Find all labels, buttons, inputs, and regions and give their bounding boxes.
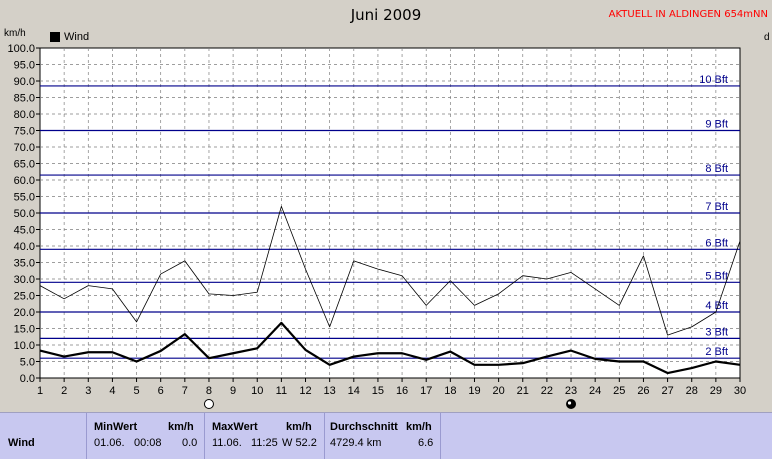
y-tick-label: 25.0 [14,291,35,303]
beaufort-label: 5 Bft [705,270,728,282]
beaufort-label: 9 Bft [705,119,728,131]
x-tick-label: 16 [396,385,408,397]
station-label: AKTUELL IN ALDINGEN 654mNN [609,9,768,20]
x-tick-label: 25 [613,385,625,397]
min-cell: MinWert km/h 01.06. 00:08 0.0 [86,413,205,459]
x-tick-label: 28 [686,385,698,397]
x-tick-label: 11 [276,385,287,397]
beaufort-label: 3 Bft [705,326,728,338]
avg-cell: Durchschnitt km/h 4729.4 km 6.6 [324,413,441,459]
x-tick-label: 17 [420,385,432,397]
x-tick-label: 20 [492,385,504,397]
legend-swatch-wind [50,32,60,42]
max-cell: MaxWert km/h 11.06. 11:25 W 52.2 [204,413,325,459]
new-moon-highlight [568,401,571,404]
y-tick-label: 35.0 [14,258,35,270]
y-tick-label: 10.0 [14,340,35,352]
max-date: 11.06. [212,437,242,449]
beaufort-label: 2 Bft [705,346,728,358]
x-tick-label: 24 [589,385,601,397]
min-date: 01.06. [94,437,125,449]
y-tick-label: 70.0 [14,142,35,154]
y-tick-label: 50.0 [14,208,35,220]
x-tick-label: 9 [230,385,236,397]
x-tick-label: 21 [517,385,529,397]
x-tick-label: 1 [37,385,43,397]
x-tick-label: 8 [206,385,212,397]
y-tick-label: 85.0 [14,93,35,105]
y-tick-label: 20.0 [14,307,35,319]
y-tick-label: 5.0 [20,357,35,369]
beaufort-label: 7 Bft [705,201,728,213]
row-label: Wind [8,437,35,449]
x-tick-label: 10 [251,385,263,397]
avg-unit: km/h [406,421,432,433]
x-tick-label: 6 [158,385,164,397]
y-tick-label: 45.0 [14,225,35,237]
x-tick-label: 2 [61,385,67,397]
x-tick-label: 19 [468,385,480,397]
max-unit: km/h [286,421,312,433]
y-axis-unit: km/h [4,28,26,39]
x-tick-label: 18 [444,385,456,397]
y-tick-label: 80.0 [14,109,35,121]
y-tick-label: 90.0 [14,76,35,88]
max-header: MaxWert [212,421,258,433]
legend-label-wind: Wind [64,31,89,43]
x-tick-label: 22 [541,385,553,397]
y-tick-label: 0.0 [20,373,35,385]
x-tick-label: 14 [348,385,360,397]
row-label-cell: Wind [0,413,87,459]
y-tick-label: 30.0 [14,274,35,286]
x-tick-label: 12 [299,385,311,397]
avg-distance: 4729.4 km [330,437,381,449]
stats-table: Wind MinWert km/h 01.06. 00:08 0.0 MaxWe… [0,412,772,459]
y-tick-label: 55.0 [14,192,35,204]
x-tick-label: 30 [734,385,746,397]
y-tick-label: 75.0 [14,126,35,138]
wind-chart: 0.0 5.0 10.0 15.0 20.0 25.0 30.0 35.0 40.0 45.0 50… [0,0,772,412]
x-tick-label: 27 [661,385,673,397]
full-moon-icon [204,400,213,409]
y-tick-label: 60.0 [14,175,35,187]
x-tick-label: 29 [710,385,722,397]
x-tick-label: 5 [133,385,139,397]
max-time: 11:25 [251,437,278,449]
min-header: MinWert [94,421,137,433]
beaufort-label: 6 Bft [705,237,728,249]
x-tick-label: 4 [109,385,115,397]
avg-value: 6.6 [418,437,433,449]
x-tick-label: 26 [637,385,649,397]
y-tick-label: 100.0 [7,43,35,55]
min-value: 0.0 [182,437,197,449]
x-tick-label: 3 [85,385,91,397]
y-tick-label: 15.0 [14,324,35,336]
x-tick-label: 23 [565,385,577,397]
y-tick-label: 65.0 [14,159,35,171]
min-unit: km/h [168,421,194,433]
y-tick-label: 40.0 [14,241,35,253]
x-tick-label: 13 [324,385,336,397]
y-tick-label: 95.0 [14,60,35,72]
new-moon-icon [567,400,576,409]
avg-header: Durchschnitt [330,421,398,433]
min-time: 00:08 [134,437,162,449]
x-tick-label: 15 [372,385,384,397]
x-tick-label: 7 [182,385,188,397]
beaufort-label: 8 Bft [705,163,728,175]
beaufort-label: 10 Bft [699,74,728,86]
max-value: W 52.2 [282,437,317,449]
legend: Wind [50,31,89,43]
right-axis-unit: d [764,32,770,43]
